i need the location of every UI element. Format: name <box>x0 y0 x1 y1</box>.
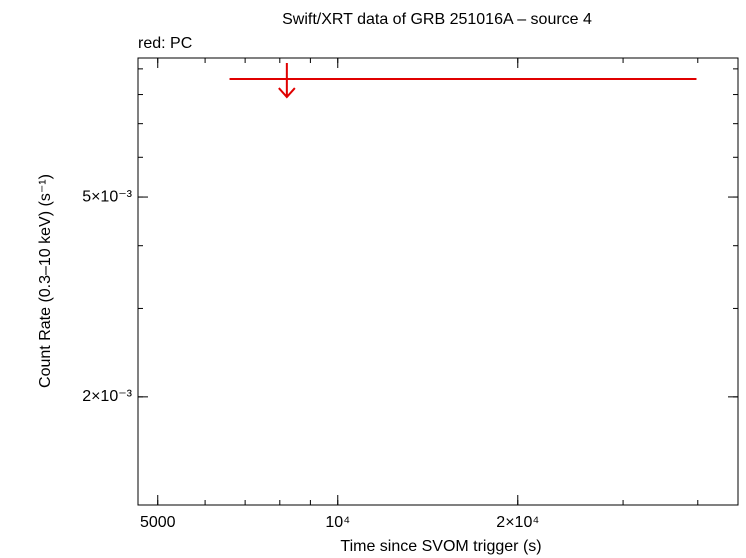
x-tick-label: 2×10⁴ <box>496 514 539 531</box>
x-tick-label: 10⁴ <box>325 514 350 531</box>
x-tick-label: 5000 <box>140 514 176 531</box>
y-tick-label: 2×10⁻³ <box>82 388 132 405</box>
chart-title: Swift/XRT data of GRB 251016A – source 4 <box>282 11 592 28</box>
y-axis-label: Count Rate (0.3–10 keV) (s⁻¹) <box>37 174 54 388</box>
plot-frame <box>137 57 739 506</box>
x-axis-label: Time since SVOM trigger (s) <box>340 538 541 555</box>
upper-limit-arrow <box>278 63 296 99</box>
y-tick-label: 5×10⁻³ <box>82 188 132 205</box>
annotation: red: PC <box>138 35 192 52</box>
